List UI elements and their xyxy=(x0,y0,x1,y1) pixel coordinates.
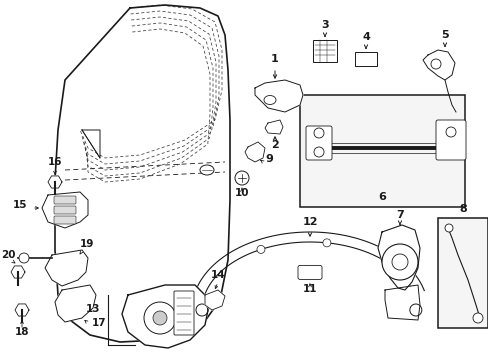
Polygon shape xyxy=(422,50,454,80)
FancyBboxPatch shape xyxy=(354,52,376,66)
Polygon shape xyxy=(15,304,29,316)
Text: 20: 20 xyxy=(1,250,15,260)
Text: 19: 19 xyxy=(80,239,94,249)
Text: 8: 8 xyxy=(458,204,466,214)
Circle shape xyxy=(409,304,421,316)
Polygon shape xyxy=(55,285,96,322)
FancyBboxPatch shape xyxy=(299,95,464,207)
Polygon shape xyxy=(377,225,419,290)
Text: 1: 1 xyxy=(270,54,278,64)
Polygon shape xyxy=(384,285,419,320)
Circle shape xyxy=(381,244,417,280)
Ellipse shape xyxy=(264,95,275,104)
Circle shape xyxy=(472,313,482,323)
Circle shape xyxy=(235,171,248,185)
FancyBboxPatch shape xyxy=(54,206,76,214)
Circle shape xyxy=(382,258,389,266)
FancyBboxPatch shape xyxy=(54,196,76,204)
Polygon shape xyxy=(45,250,88,286)
Text: 12: 12 xyxy=(302,217,317,227)
Polygon shape xyxy=(122,285,207,348)
FancyBboxPatch shape xyxy=(174,291,194,335)
Polygon shape xyxy=(11,266,25,278)
Circle shape xyxy=(19,253,29,263)
Circle shape xyxy=(313,147,324,157)
Text: 11: 11 xyxy=(302,284,317,294)
Text: 15: 15 xyxy=(13,200,27,210)
Ellipse shape xyxy=(200,165,214,175)
Circle shape xyxy=(430,59,440,69)
Circle shape xyxy=(153,311,167,325)
Circle shape xyxy=(445,127,455,137)
Circle shape xyxy=(444,224,452,232)
Circle shape xyxy=(322,239,330,247)
Text: 7: 7 xyxy=(395,210,403,220)
Text: 13: 13 xyxy=(85,304,100,314)
Text: 14: 14 xyxy=(210,270,225,280)
Polygon shape xyxy=(48,176,62,188)
Circle shape xyxy=(313,128,324,138)
Text: 18: 18 xyxy=(15,327,29,337)
Polygon shape xyxy=(204,290,224,310)
Text: 3: 3 xyxy=(321,20,328,30)
FancyBboxPatch shape xyxy=(54,216,76,224)
FancyBboxPatch shape xyxy=(297,265,321,279)
Text: 2: 2 xyxy=(270,140,278,150)
Text: 5: 5 xyxy=(440,30,448,40)
Text: 9: 9 xyxy=(264,154,272,164)
FancyBboxPatch shape xyxy=(437,218,487,328)
FancyBboxPatch shape xyxy=(305,126,331,160)
Polygon shape xyxy=(42,192,88,228)
Text: 10: 10 xyxy=(234,188,249,198)
Polygon shape xyxy=(264,120,283,134)
Circle shape xyxy=(391,254,407,270)
Circle shape xyxy=(196,304,207,316)
Text: 16: 16 xyxy=(48,157,62,167)
Circle shape xyxy=(143,302,176,334)
Circle shape xyxy=(256,246,264,253)
Polygon shape xyxy=(244,142,264,162)
Text: 4: 4 xyxy=(361,32,369,42)
Text: 6: 6 xyxy=(377,192,385,202)
FancyBboxPatch shape xyxy=(435,120,465,160)
Text: 17: 17 xyxy=(92,318,106,328)
Polygon shape xyxy=(254,80,303,112)
FancyBboxPatch shape xyxy=(312,40,336,62)
